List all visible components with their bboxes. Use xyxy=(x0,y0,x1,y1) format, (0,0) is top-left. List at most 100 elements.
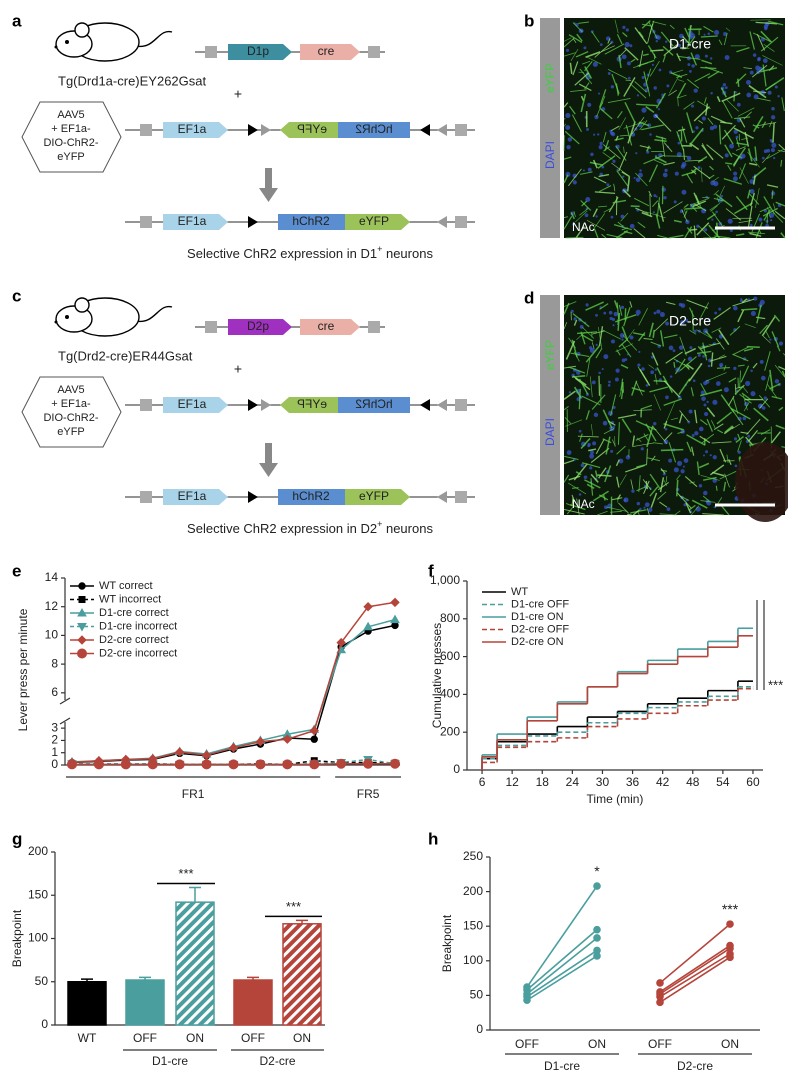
fiber xyxy=(673,361,676,368)
legend-label: D1-cre incorrect xyxy=(99,620,177,632)
fiber xyxy=(582,327,595,339)
fiber xyxy=(619,474,627,486)
fiber xyxy=(700,389,723,397)
gene-label: eYFP xyxy=(297,397,327,411)
fiber xyxy=(614,19,619,34)
region-label: NAc xyxy=(572,220,595,234)
fiber xyxy=(595,348,603,359)
fiber xyxy=(571,487,579,489)
fiber xyxy=(621,343,632,358)
mouse-eye xyxy=(65,40,69,44)
fiber xyxy=(656,367,662,376)
itr xyxy=(205,46,217,58)
fiber xyxy=(597,510,608,516)
legend-label: D1-cre correct xyxy=(99,607,169,619)
gene-box xyxy=(338,397,410,413)
nucleus xyxy=(723,387,729,393)
fiber xyxy=(683,203,689,208)
nucleus xyxy=(665,395,669,400)
x-tick-label: 18 xyxy=(536,775,550,789)
x-tick-label: WT xyxy=(78,1031,97,1045)
pair-line xyxy=(659,923,731,984)
fiber xyxy=(603,207,613,213)
fiber xyxy=(595,438,605,455)
nucleus xyxy=(690,33,696,39)
nucleus xyxy=(757,57,761,62)
fiber xyxy=(700,35,718,38)
fiber xyxy=(753,407,769,422)
fiber xyxy=(659,477,665,493)
nucleus xyxy=(715,381,721,386)
annotation: *** xyxy=(722,901,739,917)
fiber xyxy=(702,513,724,516)
itr xyxy=(140,216,152,228)
nucleus xyxy=(694,54,700,60)
itr xyxy=(368,46,380,58)
x-tick-label: OFF xyxy=(648,1037,672,1051)
nucleus xyxy=(724,55,730,61)
nucleus xyxy=(696,224,700,228)
fiber xyxy=(679,356,697,371)
fiber xyxy=(582,60,591,65)
fiber xyxy=(689,329,697,335)
fiber xyxy=(691,446,695,456)
point xyxy=(67,759,77,770)
fiber xyxy=(705,330,713,339)
nucleus xyxy=(659,311,665,318)
fiber xyxy=(653,442,663,445)
nucleus xyxy=(686,155,692,161)
nucleus xyxy=(650,370,655,375)
nucleus xyxy=(612,406,616,410)
nucleus xyxy=(704,54,708,58)
nucleus xyxy=(678,345,684,350)
fiber xyxy=(700,474,720,481)
fiber xyxy=(591,394,606,410)
fiber xyxy=(771,395,783,400)
nucleus xyxy=(625,455,631,460)
fiber xyxy=(775,424,785,430)
fiber xyxy=(613,300,619,309)
fiber xyxy=(590,447,610,464)
fiber xyxy=(686,363,694,370)
nucleus xyxy=(631,489,635,493)
fiber xyxy=(765,374,771,391)
y-tick-label: 0 xyxy=(51,757,58,771)
fiber xyxy=(589,161,604,166)
fiber xyxy=(594,470,598,478)
fiber xyxy=(568,482,587,495)
fiber xyxy=(615,135,619,141)
nucleus xyxy=(629,335,634,340)
fiber xyxy=(673,219,682,223)
fiber xyxy=(624,329,635,342)
axis-break xyxy=(59,697,71,725)
error-bar xyxy=(139,976,151,981)
group-label: D1-cre xyxy=(152,1054,188,1068)
fiber xyxy=(633,228,646,239)
nucleus xyxy=(769,139,773,142)
legend-marker xyxy=(78,596,86,603)
nucleus xyxy=(618,458,624,464)
fiber xyxy=(656,197,661,217)
fiber xyxy=(707,117,714,126)
fiber xyxy=(616,476,620,488)
nucleus xyxy=(688,70,692,73)
nucleus xyxy=(681,189,687,195)
itr xyxy=(455,124,467,136)
x-tick-label: 60 xyxy=(746,775,760,789)
fiber xyxy=(579,68,593,85)
nucleus xyxy=(693,329,697,333)
fiber xyxy=(709,165,714,171)
fiber xyxy=(759,324,768,335)
fiber xyxy=(586,483,595,490)
fiber xyxy=(639,369,651,387)
image-title: D2-cre xyxy=(669,313,711,329)
nucleus xyxy=(639,507,642,511)
fiber xyxy=(702,342,708,361)
fiber xyxy=(607,38,611,44)
gene-label: eYFP xyxy=(297,122,327,136)
nucleus xyxy=(612,324,615,327)
nucleus xyxy=(591,380,596,385)
x-axis-label: Time (min) xyxy=(587,792,644,806)
fiber xyxy=(732,353,749,362)
point xyxy=(391,621,399,630)
